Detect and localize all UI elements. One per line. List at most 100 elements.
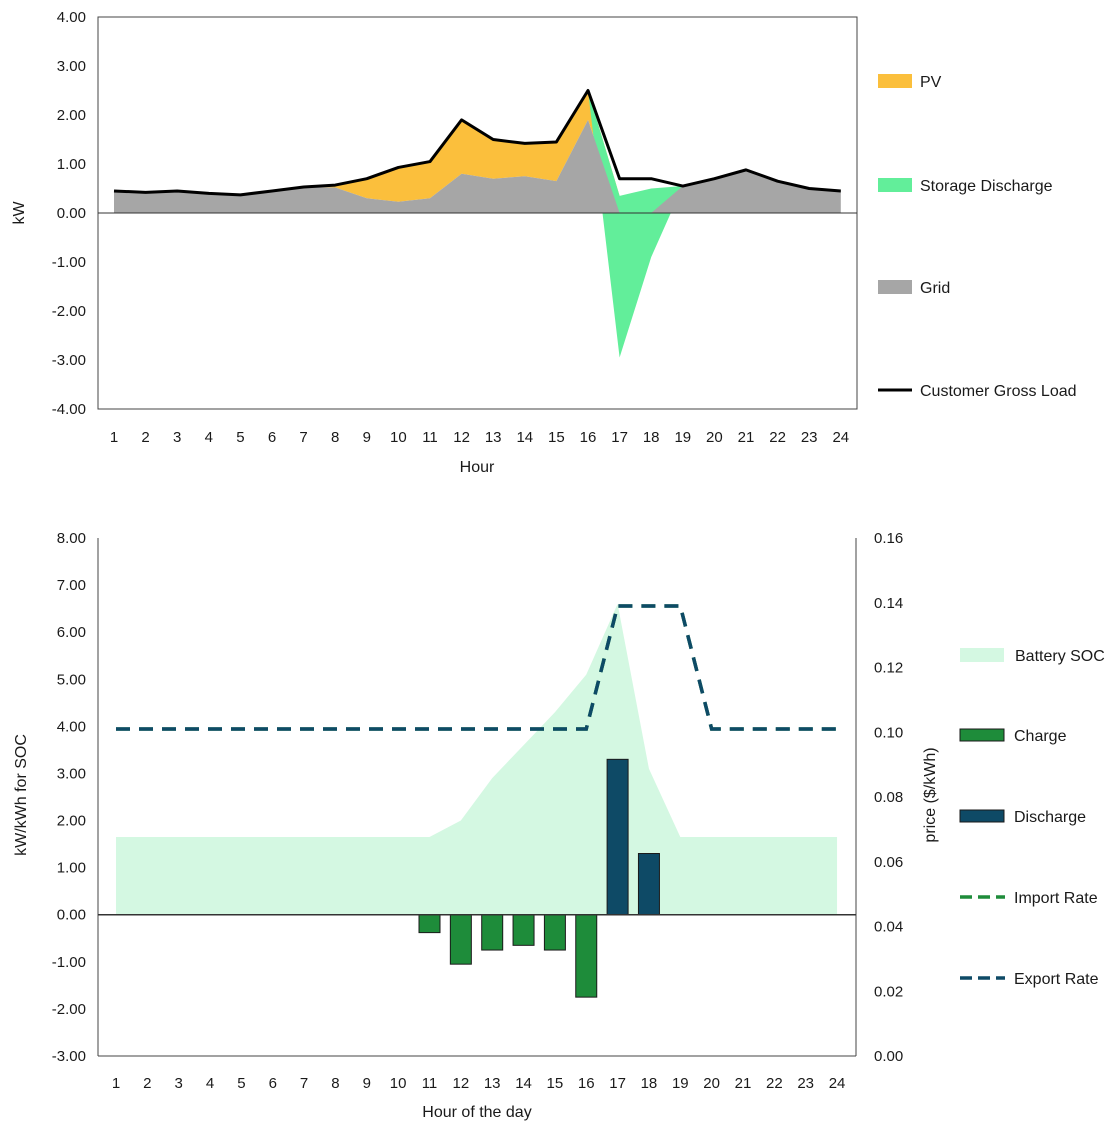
top-x-tick-label: 14 [516,429,533,446]
top-x-tick-label: 2 [141,429,149,446]
bottom-x-tick-label: 24 [829,1075,846,1092]
bottom-x-tick-label: 7 [300,1075,308,1092]
charge-bar [512,914,535,946]
charge-bar [543,914,566,951]
top-chart-lines [113,89,841,197]
bottom-x-tick-label: 20 [703,1075,720,1092]
grid-area [114,119,841,213]
bottom-x-tick-label: 6 [269,1075,277,1092]
top-y-axis-title: kW [11,201,28,225]
bottom-x-tick-label: 12 [453,1075,470,1092]
top-x-tick-label: 6 [268,429,276,446]
bottom-y-tick-label: 7.00 [57,577,86,594]
bottom-x-tick-label: 4 [206,1075,214,1092]
bottom-chart-areas [116,603,838,915]
legend-item-grid: Grid [878,280,950,297]
legend-label-charge: Charge [1014,728,1067,745]
bottom-x-tick-label: 9 [363,1075,371,1092]
bottom-y-tick-label: 3.00 [57,765,86,782]
top-x-tick-label: 15 [548,429,565,446]
top-y-tick-label: 4.00 [57,9,86,26]
bottom-right-y-tick-label: 0.14 [874,595,903,612]
top-x-tick-label: 1 [110,429,118,446]
bottom-right-y-tick-label: 0.08 [874,789,903,806]
charge-bar [481,914,504,951]
bottom-right-y-axis-title: price ($/kWh) [922,747,939,842]
import-rate-line [116,604,838,731]
bottom-x-tick-label: 17 [609,1075,626,1092]
bottom-y-tick-label: -3.00 [52,1048,86,1065]
customer-gross-load-line [113,89,841,197]
bottom-y-tick-label: 2.00 [57,813,86,830]
charge-bar [449,914,472,965]
top-x-tick-label: 17 [611,429,628,446]
bottom-chart-ticks: 8.00 7.00 6.00 5.00 4.00 3.00 2.00 1.00 0.00 -1.0… [52,530,903,1092]
bottom-chart-axes [97,538,857,1057]
bottom-right-y-tick-label: 0.06 [874,854,903,871]
bottom-y-tick-label: 1.00 [57,860,86,877]
top-y-tick-label: -2.00 [52,303,86,320]
bottom-chart-lines [116,604,838,731]
bottom-y-tick-label: -2.00 [52,1001,86,1018]
bottom-x-tick-label: 22 [766,1075,783,1092]
legend-label-battery-soc: Battery SOC [1015,648,1105,665]
top-x-tick-label: 5 [236,429,244,446]
top-legend: PV Storage Discharge Grid Customer Gross Lo… [878,74,1077,400]
top-chart-axes [97,16,858,410]
battery-soc-swatch [960,648,1004,662]
top-x-tick-label: 9 [363,429,371,446]
top-chart-ticks: 4.00 3.00 2.00 1.00 0.00 -1.00 -2.00 -3.00 -4.00… [52,9,849,446]
discharge-bar [637,853,660,916]
battery-soc-area [116,603,838,915]
bottom-x-tick-label: 11 [422,1075,438,1092]
top-y-tick-label: 2.00 [57,107,86,124]
bottom-right-y-tick-label: 0.00 [874,1048,903,1065]
discharge-swatch [959,809,1005,823]
bottom-x-tick-label: 3 [175,1075,183,1092]
bottom-x-tick-label: 14 [515,1075,532,1092]
top-x-tick-label: 16 [580,429,597,446]
top-y-tick-label: 3.00 [57,58,86,75]
bottom-y-tick-label: 8.00 [57,530,86,547]
top-x-tick-label: 19 [674,429,691,446]
bottom-x-tick-label: 21 [735,1075,752,1092]
top-x-tick-label: 7 [299,429,307,446]
storage-discharge-area [588,90,683,358]
bottom-right-y-tick-label: 0.12 [874,660,903,677]
bottom-y-tick-label: 6.00 [57,624,86,641]
bottom-x-tick-label: 15 [547,1075,564,1092]
storage-discharge-swatch [878,178,912,192]
bottom-right-y-tick-label: 0.16 [874,530,903,547]
top-x-tick-label: 21 [738,429,755,446]
bottom-x-tick-label: 5 [237,1075,245,1092]
bottom-x-tick-label: 13 [484,1075,501,1092]
top-x-tick-label: 8 [331,429,339,446]
top-x-axis-title: Hour [460,459,495,476]
bottom-x-tick-label: 1 [112,1075,120,1092]
legend-item-import-rate: Import Rate [960,890,1098,907]
discharge-bar [606,758,629,916]
bottom-y-tick-label: 5.00 [57,671,86,688]
charge-swatch [959,728,1005,742]
legend-label-discharge: Discharge [1014,809,1086,826]
legend-item-discharge: Discharge [959,809,1086,826]
top-x-tick-label: 10 [390,429,407,446]
legend-label-import-rate: Import Rate [1014,890,1098,907]
top-x-tick-label: 3 [173,429,181,446]
bottom-x-tick-label: 16 [578,1075,595,1092]
pv-swatch [878,74,912,88]
legend-item-battery-soc: Battery SOC [960,648,1105,665]
top-y-tick-label: 0.00 [57,205,86,222]
bottom-x-tick-label: 10 [390,1075,407,1092]
bottom-y-tick-label: 4.00 [57,718,86,735]
bottom-x-tick-label: 19 [672,1075,689,1092]
bottom-y-tick-label: -1.00 [52,954,86,971]
legend-label-pv: PV [920,74,942,91]
charge-bar [418,914,441,934]
top-x-tick-label: 11 [422,429,438,446]
legend-item-customer-gross-load: Customer Gross Load [878,383,1077,400]
pv-area [114,90,841,213]
